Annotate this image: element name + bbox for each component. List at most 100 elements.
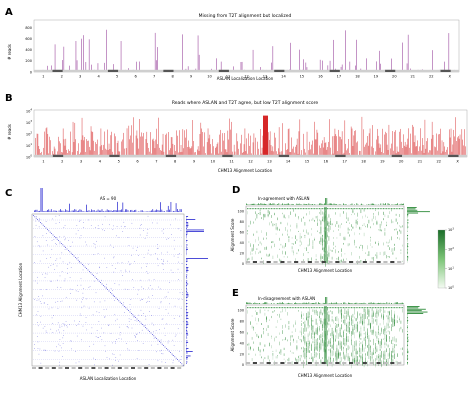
e-cell xyxy=(314,351,315,356)
panel-c-top-bar xyxy=(41,188,43,212)
panel-c-diagonal-point xyxy=(146,328,148,330)
d-cell xyxy=(354,208,356,210)
panel-c-point xyxy=(39,246,41,248)
e-cell xyxy=(359,347,360,352)
e-cell xyxy=(359,343,360,347)
e-cell xyxy=(288,327,290,330)
e-cell xyxy=(314,307,316,309)
e-cell xyxy=(347,353,349,359)
e-top-bar xyxy=(325,297,326,304)
d-cell xyxy=(371,257,373,260)
e-cell xyxy=(379,341,381,345)
d-top-bar xyxy=(253,203,254,205)
panel-c-point xyxy=(59,236,61,238)
d-cell xyxy=(307,232,309,235)
panel-c-point xyxy=(59,364,60,366)
e-cell xyxy=(282,307,284,309)
panel-a-chrom-label-10: 10 xyxy=(207,74,212,78)
d-cell xyxy=(307,251,309,254)
panel-c-point xyxy=(170,224,171,226)
panel-c-right-bar xyxy=(186,321,188,322)
e-cell xyxy=(359,354,360,358)
e-cell xyxy=(363,337,365,341)
panel-c-point xyxy=(43,349,45,351)
d-top-bar xyxy=(286,203,288,205)
panel-c-top-bar xyxy=(40,188,42,212)
panel-a-xlabel: ASLAN Localization Location xyxy=(217,76,274,81)
d-cell xyxy=(343,211,344,214)
e-cell xyxy=(339,360,341,365)
d-top-bar xyxy=(266,204,268,205)
e-cell xyxy=(344,307,346,309)
panel-c-point xyxy=(37,322,38,323)
e-cell xyxy=(333,337,334,344)
panel-c-point xyxy=(146,232,148,234)
panel-c-point xyxy=(47,244,48,246)
e-cell xyxy=(303,335,304,338)
e-chrom-segment xyxy=(252,362,257,364)
e-cell xyxy=(309,344,310,349)
d-cell xyxy=(267,208,269,210)
e-cell xyxy=(375,312,376,318)
e-cell xyxy=(373,318,374,324)
panel-a-bar xyxy=(303,59,304,72)
d-cell xyxy=(282,245,283,249)
panel-c-point xyxy=(93,243,95,245)
panel-c-right-bar xyxy=(186,283,189,285)
panel-c-diagonal-point xyxy=(125,307,127,309)
panel-a-bar xyxy=(272,46,274,72)
panel-c-point xyxy=(157,247,159,249)
panel-c-chrom-segment xyxy=(51,367,56,369)
panel-b-chrom-label-14: 14 xyxy=(286,159,291,163)
panel-c-top-bar xyxy=(53,210,55,212)
d-cell xyxy=(266,208,268,210)
panel-c-point xyxy=(35,224,37,226)
e-top-bar xyxy=(288,302,289,304)
panel-b-bar xyxy=(263,115,264,157)
panel-c-point xyxy=(52,322,54,324)
panel-a-bar xyxy=(91,64,92,72)
panel-b-centromere-11 xyxy=(222,154,233,157)
e-top-bar xyxy=(379,303,380,304)
d-chrom-segment xyxy=(355,261,361,263)
d-cell xyxy=(371,208,373,210)
panel-b-bar xyxy=(264,115,265,157)
e-cell xyxy=(395,307,397,309)
d-cell xyxy=(383,208,384,210)
panel-b-chrom-label-19: 19 xyxy=(380,159,385,163)
panel-c-top-bar xyxy=(121,209,122,212)
e-cell xyxy=(307,334,309,338)
panel-a-bar xyxy=(198,54,200,72)
panel-c-point xyxy=(79,321,80,322)
panel-a-bar xyxy=(349,61,351,72)
e-cell xyxy=(344,343,346,347)
panel-c-point xyxy=(70,340,72,342)
panel-c-point xyxy=(75,351,76,352)
e-cell xyxy=(368,319,370,325)
e-cell xyxy=(402,308,403,313)
e-cell xyxy=(352,350,354,357)
panel-c-point xyxy=(83,305,85,307)
e-chrom-segment xyxy=(259,362,264,364)
e-cell xyxy=(304,347,306,352)
panel-c-point xyxy=(64,225,66,226)
d-cell xyxy=(335,224,336,227)
panel-c-diagonal-point xyxy=(115,297,117,299)
e-cell xyxy=(354,345,355,349)
e-top-bar xyxy=(354,303,355,304)
d-cell xyxy=(259,241,261,244)
panel-c-point xyxy=(147,300,149,302)
e-cell xyxy=(394,310,395,314)
e-cell xyxy=(312,325,314,330)
d-cell xyxy=(376,255,378,259)
e-cell xyxy=(381,360,382,368)
e-cell xyxy=(346,310,347,315)
d-cell xyxy=(309,208,311,210)
d-cell xyxy=(338,229,339,231)
d-cell xyxy=(320,225,322,232)
e-cell xyxy=(363,309,365,312)
e-right-bar xyxy=(407,334,409,335)
panel-c-top-bar xyxy=(87,210,89,212)
panel-a-bar xyxy=(63,46,65,72)
e-cell xyxy=(285,307,287,309)
